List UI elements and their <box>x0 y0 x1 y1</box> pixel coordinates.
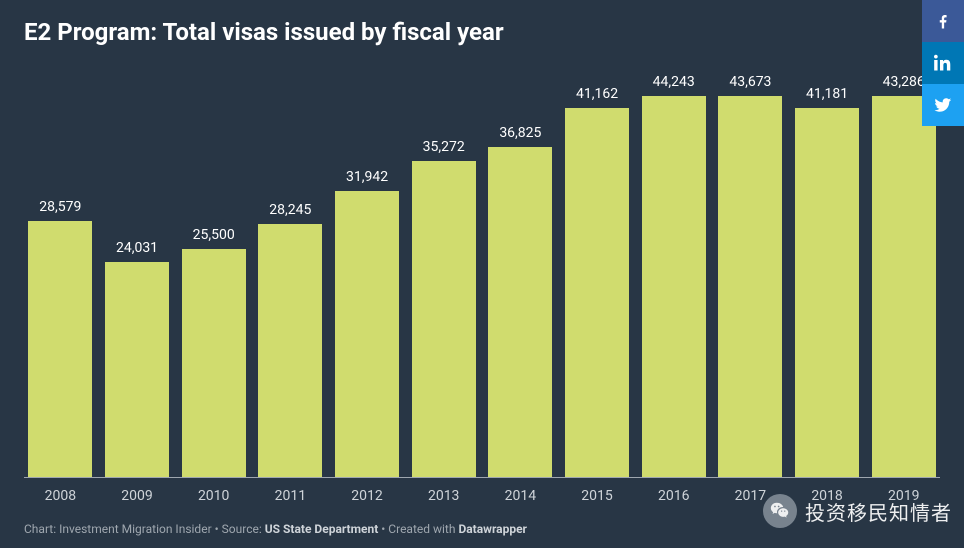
bar <box>488 147 552 477</box>
bar-value-label: 43,673 <box>729 74 771 90</box>
x-axis-label: 2008 <box>24 488 97 504</box>
bar-value-label: 35,272 <box>423 139 465 155</box>
bar-value-label: 36,825 <box>499 125 541 141</box>
bars-row: 28,579 24,031 25,500 28,245 31,942 35,272 36,8… <box>24 74 940 478</box>
bar-slot: 28,579 <box>24 74 97 477</box>
x-axis-label: 2011 <box>254 488 327 504</box>
watermark-text: 投资移民知情者 <box>805 497 952 526</box>
bar-slot: 24,031 <box>101 74 174 477</box>
x-axis-label: 2013 <box>407 488 480 504</box>
bar <box>795 108 859 477</box>
bar-slot: 36,825 <box>484 74 557 477</box>
bar <box>718 96 782 477</box>
bar <box>258 224 322 477</box>
bar <box>28 221 92 477</box>
credits-chart-by: Investment Migration Insider <box>59 522 212 536</box>
credits-sep-2: • <box>378 522 388 536</box>
bar-value-label: 28,579 <box>39 199 81 215</box>
bar-slot: 25,500 <box>177 74 250 477</box>
x-axis-label: 2016 <box>637 488 710 504</box>
bar-slot: 35,272 <box>407 74 480 477</box>
bar-value-label: 43,286 <box>883 74 925 90</box>
wechat-icon <box>763 494 797 528</box>
social-share <box>922 0 964 126</box>
chart-area: 28,579 24,031 25,500 28,245 31,942 35,272 36,8… <box>24 54 940 518</box>
credits-source-prefix: Source: <box>222 522 265 536</box>
facebook-icon <box>934 12 952 30</box>
bar-slot: 44,243 <box>637 74 710 477</box>
bar-slot: 31,942 <box>331 74 404 477</box>
bar-value-label: 24,031 <box>116 240 158 256</box>
bar <box>412 161 476 477</box>
x-axis-label: 2015 <box>561 488 634 504</box>
credits-source: US State Department <box>265 522 379 536</box>
bar-value-label: 31,942 <box>346 169 388 185</box>
facebook-share-button[interactable] <box>922 0 964 42</box>
bar-value-label: 25,500 <box>193 227 235 243</box>
chart-container: E2 Program: Total visas issued by fiscal… <box>0 0 964 548</box>
credits-created-prefix: Created with <box>388 522 458 536</box>
credits-created-with: Datawrapper <box>458 522 527 536</box>
bar-slot: 41,181 <box>791 74 864 477</box>
bar <box>642 96 706 477</box>
x-axis-label: 2014 <box>484 488 557 504</box>
bar <box>872 96 936 477</box>
bar <box>105 262 169 477</box>
credits-chart-prefix: Chart: <box>24 522 59 536</box>
x-axis-label: 2009 <box>101 488 174 504</box>
bar-slot: 43,286 <box>867 74 940 477</box>
linkedin-share-button[interactable] <box>922 42 964 84</box>
bar-value-label: 41,162 <box>576 86 618 102</box>
bar-slot: 43,673 <box>714 74 787 477</box>
x-axis-label: 2010 <box>177 488 250 504</box>
bar-value-label: 44,243 <box>653 74 695 90</box>
bar-value-label: 41,181 <box>806 86 848 102</box>
watermark: 投资移民知情者 <box>763 494 952 528</box>
chart-title: E2 Program: Total visas issued by fiscal… <box>24 18 940 46</box>
bar-slot: 41,162 <box>561 74 634 477</box>
bar <box>565 108 629 477</box>
x-axis-label: 2012 <box>331 488 404 504</box>
bar <box>182 249 246 477</box>
credits-sep-1: • <box>212 522 222 536</box>
bar <box>335 191 399 477</box>
twitter-share-button[interactable] <box>922 84 964 126</box>
bar-slot: 28,245 <box>254 74 327 477</box>
twitter-icon <box>934 96 952 114</box>
bar-value-label: 28,245 <box>269 202 311 218</box>
linkedin-icon <box>934 54 952 72</box>
